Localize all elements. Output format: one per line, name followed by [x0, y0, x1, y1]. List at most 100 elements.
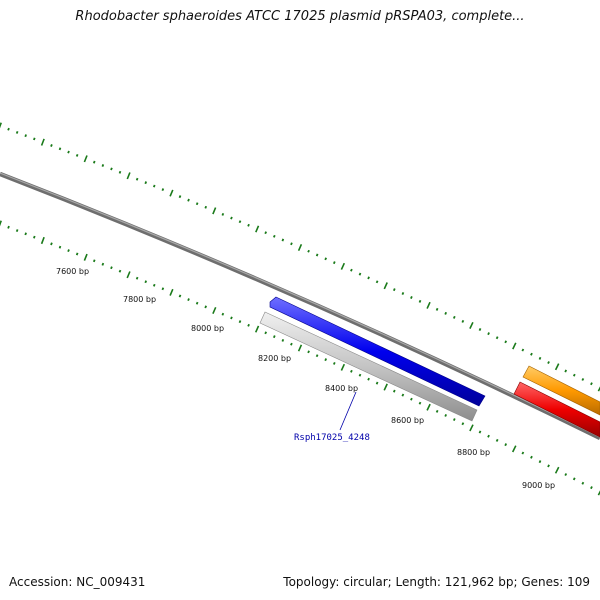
inner-tick [7, 225, 10, 229]
scale-label-7600: 7600 bp [56, 267, 89, 276]
outer-tick [40, 138, 45, 146]
inner-tick [332, 362, 336, 365]
scale-label-8600: 8600 bp [391, 416, 424, 425]
inner-tick [324, 358, 328, 362]
map-title: Rhodobacter sphaeroides ATCC 17025 plasm… [75, 9, 525, 24]
inner-tick [50, 242, 53, 246]
inner-tick [118, 269, 122, 273]
gene-reverse-rsph17025-4248[interactable] [259, 311, 478, 422]
inner-tick [83, 253, 88, 261]
inner-tick [92, 259, 96, 263]
outer-tick [152, 184, 156, 188]
outer-tick [67, 150, 70, 154]
inner-tick [350, 369, 353, 373]
inner-tick [212, 306, 217, 315]
outer-tick [581, 377, 585, 381]
inner-tick [195, 301, 199, 305]
outer-tick [238, 220, 242, 224]
scale-label-8400: 8400 bp [325, 384, 358, 393]
inner-tick [521, 451, 525, 455]
inner-tick [597, 490, 600, 496]
outer-tick [290, 242, 293, 246]
outer-tick [75, 153, 79, 157]
inner-tick [504, 443, 508, 447]
gene-forward[interactable] [269, 296, 486, 407]
accession-text: Accession: NC_009431 [9, 575, 146, 589]
outer-tick [444, 311, 448, 315]
inner-tick [58, 245, 62, 249]
outer-tick [221, 212, 225, 216]
inner-tick [204, 305, 208, 309]
outer-tick [50, 144, 53, 147]
outer-tick [33, 137, 36, 141]
outer-tick [144, 181, 148, 185]
outer-tick [0, 122, 2, 129]
inner-tick [126, 271, 131, 279]
outer-tick [324, 257, 328, 261]
inner-tick [221, 312, 225, 316]
outer-tick [204, 205, 208, 209]
outer-tick [230, 216, 233, 220]
inner-tick [487, 434, 490, 438]
outer-tick [418, 299, 422, 303]
outer-tick [590, 382, 593, 386]
outer-tick [487, 332, 490, 336]
inner-tick [444, 414, 448, 417]
outer-tick [7, 127, 10, 131]
inner-tick [340, 363, 346, 371]
outer-tick [315, 253, 319, 257]
inner-tick [67, 249, 70, 253]
outer-tick [110, 167, 113, 171]
outer-tick [572, 373, 576, 377]
inner-tick [581, 481, 585, 485]
outer-tick [435, 307, 439, 311]
outer-tick [426, 301, 431, 309]
gene-orange[interactable] [522, 365, 600, 416]
scale-label-9000: 9000 bp [522, 481, 555, 490]
outer-tick [161, 188, 165, 192]
gene-reverse-shape[interactable] [259, 311, 478, 422]
outer-tick [195, 202, 199, 206]
scale-label-7800: 7800 bp [123, 295, 156, 304]
outer-tick [521, 348, 525, 352]
outer-tick [92, 160, 96, 164]
inner-tick [478, 430, 482, 434]
outer-tick [547, 361, 550, 365]
gene-red-shape[interactable] [513, 381, 600, 438]
gene-orange-shape[interactable] [522, 365, 600, 416]
outer-tick [212, 207, 217, 215]
inner-tick [590, 486, 593, 490]
inner-tick [452, 418, 456, 421]
scale-label-8800: 8800 bp [457, 448, 490, 457]
inner-tick [24, 232, 27, 236]
scale-label-8200: 8200 bp [258, 354, 291, 363]
outer-tick [452, 315, 456, 319]
outer-tick [101, 164, 105, 167]
outer-tick [264, 231, 268, 235]
outer-tick [281, 238, 285, 242]
inner-tick [0, 220, 2, 227]
outer-tick [255, 225, 260, 233]
inner-tick [135, 276, 139, 280]
outer-tick [392, 288, 396, 292]
gene-red[interactable] [513, 381, 600, 438]
inner-tick [264, 331, 268, 335]
inner-tick [375, 381, 379, 385]
outer-tick [169, 189, 174, 197]
inner-tick [511, 445, 517, 453]
outer-tick [383, 282, 388, 290]
inner-tick [230, 316, 233, 320]
outer-tick [332, 261, 336, 265]
inner-tick [410, 397, 413, 401]
outer-tick [178, 195, 182, 199]
gene-forward-shape[interactable] [269, 296, 486, 407]
outer-tick [564, 369, 568, 373]
inner-tick [435, 409, 439, 413]
inner-tick [40, 236, 45, 245]
gene-label-rsph17025-4248[interactable]: Rsph17025_4248 [294, 433, 370, 443]
inner-tick [530, 455, 533, 459]
outer-tick [126, 172, 131, 180]
inner-tick [247, 323, 250, 327]
inner-tick [178, 294, 182, 298]
inner-tick [152, 283, 156, 287]
